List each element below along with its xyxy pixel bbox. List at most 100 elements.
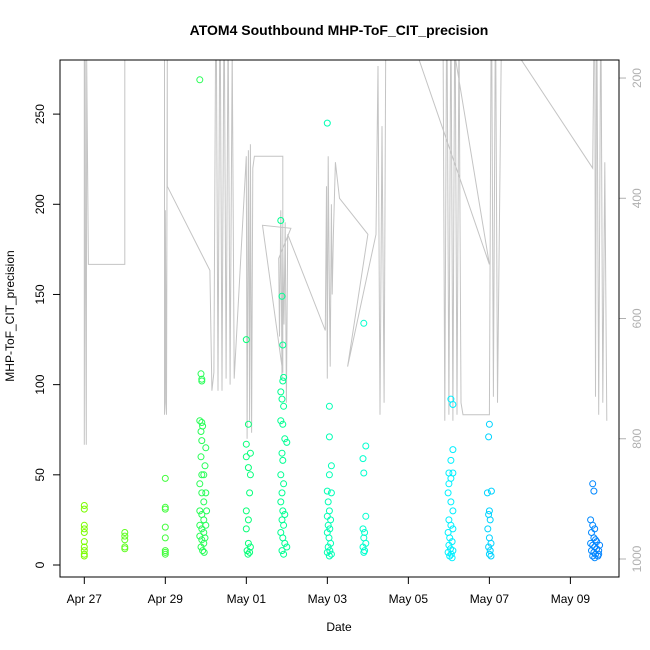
data-point	[323, 548, 331, 556]
secondary-tick-label: 600	[630, 308, 644, 328]
data-point	[590, 487, 598, 495]
data-point	[242, 507, 250, 515]
data-point	[278, 489, 286, 497]
data-point	[202, 444, 210, 452]
data-point	[281, 539, 289, 547]
data-point	[280, 480, 288, 488]
data-point	[446, 534, 454, 542]
secondary-tick-label: 200	[630, 68, 644, 88]
data-point	[203, 507, 211, 515]
data-point	[595, 550, 603, 558]
data-point	[359, 525, 367, 533]
data-point	[278, 292, 286, 300]
data-point	[197, 453, 205, 461]
data-point	[277, 217, 285, 224]
data-point	[280, 521, 288, 529]
data-point	[200, 498, 208, 506]
data-point	[487, 552, 495, 560]
data-point	[447, 498, 455, 506]
data-point	[161, 523, 169, 531]
data-point	[283, 543, 291, 551]
data-point	[280, 402, 288, 410]
data-point	[449, 446, 457, 454]
data-point	[324, 521, 332, 529]
data-point	[483, 489, 491, 497]
data-point	[242, 336, 250, 344]
data-point	[80, 521, 88, 529]
data-point	[485, 433, 493, 441]
data-point	[486, 516, 494, 524]
data-point	[244, 539, 252, 547]
data-point	[486, 547, 494, 555]
data-point	[277, 388, 285, 396]
data-point	[80, 502, 88, 509]
data-point	[277, 471, 285, 479]
data-point	[80, 525, 88, 533]
data-point	[198, 419, 206, 426]
data-point	[592, 536, 599, 544]
data-point	[323, 119, 331, 127]
data-point	[196, 507, 204, 515]
data-point	[80, 529, 88, 536]
data-point	[198, 471, 206, 479]
y-tick-label: 250	[33, 104, 47, 124]
data-point	[246, 449, 254, 457]
data-point	[590, 548, 598, 556]
data-point	[198, 437, 206, 445]
data-point	[487, 487, 495, 495]
data-point	[327, 462, 335, 470]
data-point	[327, 489, 335, 497]
data-point	[161, 505, 169, 513]
data-point	[487, 539, 495, 547]
data-point	[200, 548, 208, 556]
data-point	[201, 462, 209, 470]
data-point	[80, 552, 88, 560]
data-point	[121, 532, 129, 540]
data-point	[246, 548, 254, 556]
data-point	[202, 489, 210, 497]
data-point	[445, 541, 453, 549]
data-point	[277, 498, 285, 506]
x-tick-label: May 01	[227, 592, 267, 606]
data-point	[242, 453, 250, 461]
data-point	[484, 525, 492, 533]
data-point	[246, 471, 254, 479]
data-point	[449, 525, 457, 533]
y-tick-label: 100	[33, 374, 47, 394]
y-tick-label: 50	[33, 468, 47, 482]
data-point	[278, 547, 286, 555]
data-point	[589, 480, 597, 488]
data-point	[279, 341, 287, 349]
data-point	[325, 402, 333, 410]
data-point	[449, 507, 457, 515]
x-tick-label: Apr 27	[67, 592, 103, 606]
data-point	[449, 547, 457, 555]
data-point	[327, 539, 335, 547]
data-point	[323, 487, 331, 495]
data-point	[281, 511, 289, 518]
data-point	[196, 480, 204, 488]
data-point	[324, 498, 332, 506]
data-point	[279, 456, 287, 464]
data-point	[359, 455, 367, 463]
data-point	[161, 474, 169, 482]
y-axis-label: MHP-ToF_CIT_precision	[3, 250, 17, 381]
data-point	[449, 401, 457, 408]
data-point	[279, 507, 287, 515]
data-point	[161, 550, 169, 558]
data-point	[359, 543, 367, 551]
y-tick-label: 200	[33, 194, 47, 214]
data-point	[244, 550, 252, 558]
x-axis-label: Date	[326, 620, 352, 634]
grey-trace-line	[83, 60, 608, 445]
data-point	[278, 449, 286, 457]
data-point	[196, 76, 204, 84]
data-point	[447, 550, 455, 558]
data-point	[80, 543, 88, 551]
data-point	[485, 507, 493, 515]
x-tick-label: May 09	[551, 592, 591, 606]
data-point	[361, 529, 369, 536]
x-tick-label: May 05	[389, 592, 429, 606]
data-point	[246, 489, 254, 497]
